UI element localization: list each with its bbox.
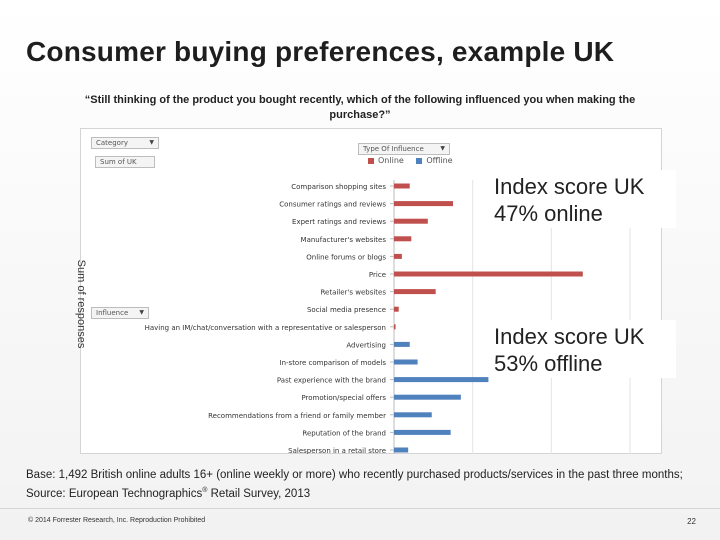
category-label: Promotion/special offers [301, 394, 386, 402]
offline-callout-line-2: 53% offline [494, 351, 603, 376]
category-label: Recommendations from a friend or family … [208, 412, 386, 420]
category-label: In-store comparison of models [280, 359, 387, 367]
bar-online [394, 324, 396, 330]
legend-label-offline: Offline [426, 156, 453, 165]
chart-legend: Online Offline [368, 156, 463, 165]
category-label: Consumer ratings and reviews [279, 201, 386, 209]
bar-offline [394, 429, 451, 435]
chevron-down-icon: ▼ [440, 145, 445, 152]
category-label: Social media presence [307, 306, 386, 314]
category-label: Reputation of the brand [302, 429, 386, 437]
slide-title: Consumer buying preferences, example UK [26, 36, 615, 67]
category-filter-label: Category [96, 139, 128, 147]
category-label: Online forums or blogs [306, 253, 386, 261]
offline-callout-line-1: Index score UK [494, 324, 645, 349]
chevron-down-icon: ▼ [149, 139, 154, 146]
page-number: 22 [687, 517, 696, 526]
chevron-down-icon: ▼ [139, 309, 144, 316]
y-axis-title: Sum of responses [75, 259, 87, 349]
category-label: Salesperson in a retail store [288, 447, 386, 454]
offline-index-callout: Index score UK 53% offline [490, 320, 676, 378]
influence-filter-label: Influence [96, 309, 129, 317]
bar-offline [394, 341, 410, 347]
online-callout-line-2: 47% online [494, 201, 603, 226]
bar-offline [394, 394, 461, 400]
bar-offline [394, 447, 409, 453]
type-of-influence-filter-button[interactable]: Type Of Influence ▼ [358, 143, 450, 155]
legend-item-offline: Offline [416, 156, 453, 165]
bar-online [394, 236, 412, 242]
bar-online [394, 306, 399, 312]
online-index-callout: Index score UK 47% online [490, 170, 676, 228]
sum-of-uk-label: Sum of UK [100, 158, 137, 166]
bar-offline [394, 412, 432, 418]
bar-online [394, 183, 410, 189]
category-label: Price [369, 271, 386, 279]
category-filter-button[interactable]: Category ▼ [91, 137, 159, 149]
category-label: Manufacturer's websites [301, 236, 387, 244]
category-label: Retailer's websites [320, 289, 386, 297]
bar-online [394, 253, 402, 259]
base-note-tail: Retail Survey, 2013 [207, 487, 311, 500]
bar-offline [394, 377, 489, 383]
sum-of-uk-field[interactable]: Sum of UK [95, 156, 155, 168]
base-note-text: Base: 1,492 British online adults 16+ (o… [26, 469, 683, 500]
legend-swatch-online [368, 157, 374, 164]
bar-online [394, 289, 436, 295]
category-label: Having an IM/chat/conversation with a re… [145, 324, 386, 332]
online-callout-line-1: Index score UK [494, 174, 645, 199]
bar-online [394, 201, 453, 207]
category-label: Past experience with the brand [277, 377, 386, 385]
category-label: Expert ratings and reviews [292, 218, 386, 226]
survey-question: “Still thinking of the product you bough… [84, 94, 636, 121]
bar-chart: 0%10%20%30%Comparison shopping sitesCons… [145, 180, 631, 454]
base-source-note: Base: 1,492 British online adults 16+ (o… [26, 468, 706, 502]
footer-divider [0, 508, 720, 509]
bar-online [394, 218, 428, 224]
category-label: Advertising [346, 341, 386, 349]
type-of-influence-label: Type Of Influence [363, 145, 424, 153]
influence-filter-button[interactable]: Influence ▼ [91, 307, 149, 319]
legend-item-online: Online [368, 156, 404, 165]
registered-mark: ® [202, 487, 208, 494]
copyright-notice: © 2014 Forrester Research, Inc. Reproduc… [28, 517, 206, 524]
bar-offline [394, 359, 418, 365]
bar-online [394, 271, 583, 277]
legend-label-online: Online [378, 156, 404, 165]
category-label: Comparison shopping sites [291, 183, 386, 191]
legend-swatch-offline [416, 157, 423, 164]
